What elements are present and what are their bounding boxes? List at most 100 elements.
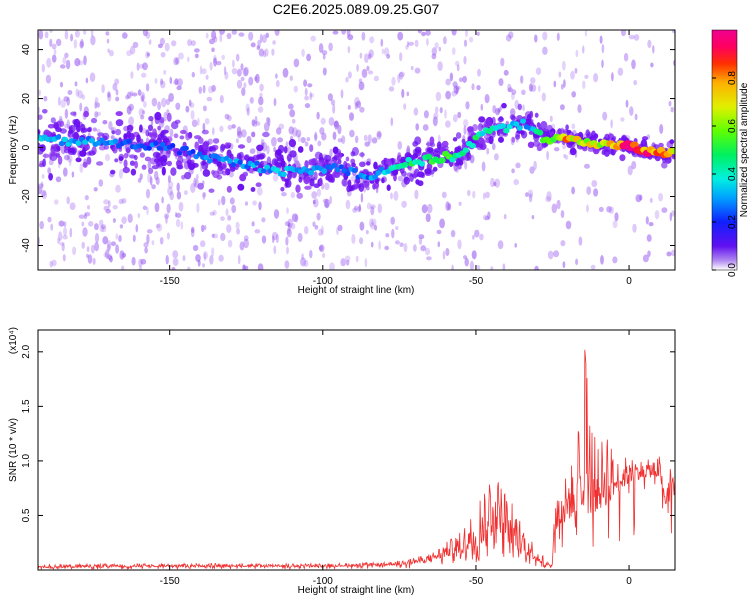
spectrogram-peak-cell: [190, 149, 196, 154]
spectrogram-noise-cell: [137, 89, 142, 96]
spectrogram-noise-cell: [235, 53, 240, 62]
spectrogram-noise-cell: [627, 165, 633, 176]
spectrogram-noise-cell: [254, 76, 258, 82]
spectrogram-noise-cell: [668, 100, 672, 107]
spectrogram-noise-cell: [115, 89, 119, 96]
snr-plot: [38, 349, 675, 570]
spectrogram-peak-cell: [176, 150, 183, 156]
spectrogram-noise-cell: [112, 205, 118, 210]
spectrogram-noise-cell: [107, 254, 113, 261]
spectrogram-noise-cell: [463, 39, 468, 47]
spectrogram-cell: [284, 182, 289, 189]
spectrogram-noise-cell: [493, 181, 497, 187]
spectrogram-peak-cell: [156, 145, 162, 151]
spectrogram-cell: [296, 192, 304, 199]
spectrogram-noise-cell: [464, 161, 468, 170]
colorbar-ticks: 0.0 0.2 0.4 0.6 0.8: [712, 71, 738, 277]
spectrogram-noise-cell: [380, 38, 384, 47]
spectrogram-noise-cell: [297, 133, 301, 143]
spectrogram-noise-cell: [211, 247, 215, 257]
spectrogram-noise-cell: [498, 78, 504, 87]
spectrogram-cell: [332, 170, 340, 178]
spectrogram-cell: [162, 137, 170, 143]
page-title: C2E6.2025.089.09.25.G07: [272, 1, 440, 17]
spectrogram-noise-cell: [327, 93, 333, 101]
spectrogram-noise-cell: [374, 224, 378, 231]
spectrogram-cell: [347, 179, 352, 188]
spectrogram-noise-cell: [571, 91, 576, 98]
spectrogram-noise-cell: [666, 251, 672, 257]
spectrogram-noise-cell: [129, 90, 134, 96]
spectrogram-noise-cell: [108, 50, 114, 57]
spectrogram-noise-cell: [474, 229, 480, 238]
spectrogram-cell: [123, 133, 129, 140]
spectrogram-noise-cell: [477, 68, 481, 77]
spectrogram-noise-cell: [563, 153, 566, 158]
spectrogram-noise-cell: [300, 257, 307, 267]
spectrogram-noise-cell: [560, 240, 566, 247]
spectrogram-noise-cell: [74, 81, 78, 87]
spectrogram-peak-cell: [516, 125, 523, 131]
spectrogram-noise-cell: [83, 213, 87, 220]
spectrogram-noise-cell: [546, 150, 549, 161]
y-tick-label: 0: [21, 144, 32, 150]
spectrogram-noise-cell: [237, 68, 242, 77]
spectrogram-cell: [391, 157, 395, 167]
spectrogram-cell: [317, 159, 323, 165]
spectrogram-noise-cell: [105, 31, 110, 36]
spectrogram-noise-cell: [352, 207, 358, 213]
spectrogram-noise-cell: [492, 105, 497, 114]
spectrogram-noise-cell: [205, 32, 209, 39]
spectrogram-noise-cell: [142, 62, 148, 71]
spectrogram-noise-cell: [535, 67, 542, 75]
spectrogram-noise-cell: [93, 187, 98, 192]
spectrogram-noise-cell: [259, 83, 264, 92]
spectrogram-noise-cell: [141, 72, 147, 78]
spectrogram-noise-cell: [452, 81, 458, 88]
spectrogram-cell: [295, 184, 301, 193]
spectrogram-noise-cell: [49, 260, 53, 268]
spectrogram-cell: [38, 114, 43, 120]
spectrogram-noise-cell: [598, 206, 604, 213]
spectrogram-noise-cell: [301, 253, 304, 260]
spectrogram-noise-cell: [114, 78, 120, 85]
spectrogram-noise-cell: [143, 100, 147, 108]
spectrogram-noise-cell: [100, 224, 106, 230]
spectrogram-peak-cell: [61, 136, 68, 143]
spectrogram-noise-cell: [563, 79, 566, 88]
spectrogram-noise-cell: [232, 59, 235, 68]
spectrogram-cell: [534, 112, 539, 118]
spectrogram-cell: [154, 111, 162, 121]
spectrogram-noise-cell: [575, 258, 579, 266]
spectrogram-noise-cell: [497, 108, 501, 113]
spectrogram-cell: [359, 161, 366, 168]
spectrogram-noise-cell: [209, 254, 214, 265]
spectrogram-cell: [436, 141, 442, 150]
spectrogram-noise-cell: [59, 241, 65, 246]
spectrogram-cell: [220, 143, 226, 151]
spectrogram-noise-cell: [140, 114, 145, 120]
spectrogram-cell: [365, 185, 370, 191]
spectrogram-cell: [165, 149, 171, 159]
spectrogram-noise-cell: [94, 111, 99, 118]
spectrogram-noise-cell: [443, 36, 447, 45]
spectrogram-noise-cell: [436, 229, 442, 235]
spectrogram-noise-cell: [355, 135, 359, 144]
spectrogram-noise-cell: [507, 87, 513, 93]
spectrogram-noise-cell: [126, 50, 132, 57]
spectrogram-noise-cell: [511, 168, 515, 174]
spectrogram-cell: [86, 127, 92, 133]
spectrogram-cell: [59, 128, 67, 134]
spectrogram-noise-cell: [90, 30, 94, 38]
spectrogram-cell: [202, 169, 211, 177]
spectrogram-noise-cell: [285, 141, 289, 148]
spectrogram-cell: [466, 152, 472, 161]
spectrogram-noise-cell: [399, 71, 405, 78]
spectrogram-cell: [304, 160, 309, 169]
spectrogram-noise-cell: [553, 250, 560, 258]
spectrogram-noise-cell: [582, 45, 585, 54]
spectrogram-noise-cell: [88, 221, 94, 227]
spectrogram-cell: [412, 141, 419, 147]
spectrogram-noise-cell: [191, 71, 195, 78]
